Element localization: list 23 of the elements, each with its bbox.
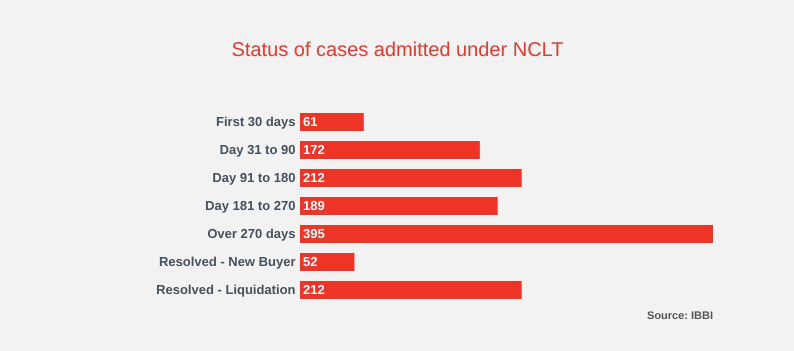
bar — [300, 169, 522, 187]
data-label: 189 — [303, 198, 325, 213]
bar — [300, 281, 522, 299]
y-tick-label: Resolved - New Buyer — [158, 254, 296, 269]
y-tick-label: Day 91 to 180 — [212, 170, 296, 185]
chart-title: Status of cases admitted under NCLT — [231, 39, 564, 61]
data-label: 172 — [303, 142, 325, 157]
bar — [300, 113, 364, 131]
bar — [300, 197, 498, 215]
bar — [300, 253, 354, 271]
y-tick-label: Over 270 days — [207, 226, 296, 241]
bar — [300, 225, 713, 243]
source-note: Source: IBBI — [646, 310, 713, 322]
data-label: 212 — [303, 170, 325, 185]
y-tick-label: First 30 days — [216, 114, 296, 129]
data-label: 395 — [303, 226, 325, 241]
data-label: 212 — [303, 282, 325, 297]
data-label: 61 — [303, 114, 318, 129]
y-tick-label: Day 31 to 90 — [220, 142, 296, 157]
y-tick-label: Day 181 to 270 — [205, 198, 296, 213]
data-label: 52 — [303, 254, 318, 269]
bar — [300, 141, 480, 159]
y-tick-label: Resolved - Liquidation — [156, 282, 296, 297]
